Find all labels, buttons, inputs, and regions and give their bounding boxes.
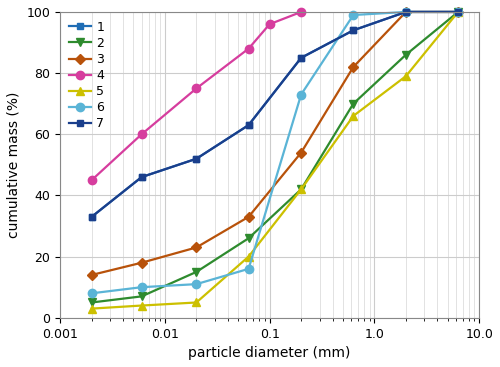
6 <box>403 10 409 14</box>
1 <box>194 157 200 161</box>
2 <box>298 187 304 192</box>
3 <box>455 10 461 14</box>
3 <box>298 150 304 155</box>
5 <box>350 114 356 118</box>
4 <box>298 10 304 14</box>
Y-axis label: cumulative mass (%): cumulative mass (%) <box>7 92 21 238</box>
1 <box>403 10 409 14</box>
6 <box>350 13 356 17</box>
4 <box>246 47 252 51</box>
1 <box>138 175 144 179</box>
X-axis label: particle diameter (mm): particle diameter (mm) <box>188 346 351 360</box>
6 <box>138 285 144 290</box>
Line: 2: 2 <box>88 8 462 307</box>
7 <box>298 56 304 60</box>
7 <box>138 175 144 179</box>
7 <box>88 215 94 219</box>
3 <box>194 245 200 250</box>
6 <box>88 291 94 295</box>
5 <box>403 74 409 79</box>
4 <box>88 178 94 182</box>
2 <box>350 102 356 106</box>
Line: 7: 7 <box>88 8 462 220</box>
4 <box>266 22 272 26</box>
1 <box>298 56 304 60</box>
1 <box>246 123 252 127</box>
6 <box>298 92 304 97</box>
5 <box>455 10 461 14</box>
6 <box>455 10 461 14</box>
4 <box>194 86 200 91</box>
Line: 6: 6 <box>88 8 462 298</box>
3 <box>88 273 94 277</box>
1 <box>455 10 461 14</box>
5 <box>138 304 144 308</box>
2 <box>455 10 461 14</box>
5 <box>194 300 200 305</box>
3 <box>403 10 409 14</box>
4 <box>138 132 144 137</box>
7 <box>350 28 356 33</box>
6 <box>194 282 200 286</box>
Line: 5: 5 <box>88 8 462 313</box>
3 <box>138 261 144 265</box>
7 <box>246 123 252 127</box>
5 <box>88 306 94 311</box>
3 <box>350 65 356 69</box>
2 <box>246 236 252 240</box>
2 <box>403 52 409 57</box>
2 <box>138 294 144 299</box>
2 <box>194 270 200 274</box>
1 <box>350 28 356 33</box>
7 <box>403 10 409 14</box>
6 <box>246 267 252 271</box>
5 <box>298 187 304 192</box>
2 <box>88 300 94 305</box>
1 <box>88 215 94 219</box>
5 <box>246 254 252 259</box>
Line: 3: 3 <box>88 8 462 279</box>
Line: 4: 4 <box>88 8 306 184</box>
7 <box>455 10 461 14</box>
Legend: 1, 2, 3, 4, 5, 6, 7: 1, 2, 3, 4, 5, 6, 7 <box>66 18 107 133</box>
3 <box>246 215 252 219</box>
Line: 1: 1 <box>88 8 462 220</box>
7 <box>194 157 200 161</box>
